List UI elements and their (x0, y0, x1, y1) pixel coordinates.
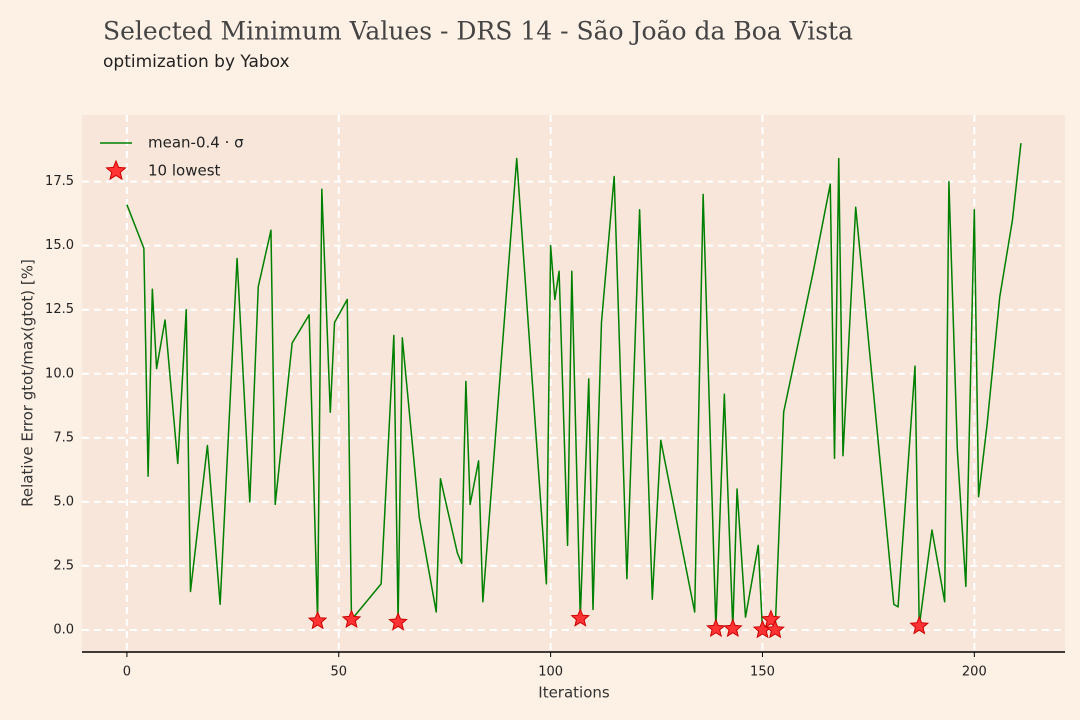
y-tick-label: 0.0 (53, 622, 74, 637)
legend-label: mean-0.4 · σ (148, 134, 244, 152)
star-marker (570, 608, 591, 627)
star-marker (388, 612, 408, 631)
x-tick-label: 50 (330, 665, 347, 680)
star-marker (706, 618, 726, 638)
x-axis-label: Iterations (538, 684, 610, 702)
y-axis-label: Relative Error gtot/max(gtot) [%] (19, 259, 37, 507)
chart-subtitle: optimization by Yabox (103, 52, 290, 72)
legend-star (105, 159, 127, 181)
star-marker (765, 619, 785, 639)
y-tick-label: 5.0 (53, 494, 74, 509)
y-tick-label: 2.5 (53, 558, 74, 573)
y-tick-label: 17.5 (45, 174, 74, 189)
plot-area (82, 115, 1065, 652)
chart-title: Selected Minimum Values - DRS 14 - São J… (103, 17, 853, 46)
y-tick-label: 12.5 (45, 302, 74, 317)
x-tick-label: 0 (123, 665, 131, 680)
y-tick-label: 15.0 (45, 238, 74, 253)
star-marker (909, 615, 930, 635)
star-marker (307, 610, 328, 630)
y-tick-label: 10.0 (45, 366, 74, 381)
star-marker (723, 618, 743, 638)
y-tick-label: 7.5 (53, 430, 74, 445)
x-tick-label: 200 (962, 665, 987, 680)
x-tick-label: 150 (750, 665, 775, 680)
x-tick-label: 100 (538, 665, 563, 680)
data-line (126, 143, 1022, 631)
legend-label: 10 lowest (148, 162, 221, 180)
star-marker (341, 609, 362, 629)
